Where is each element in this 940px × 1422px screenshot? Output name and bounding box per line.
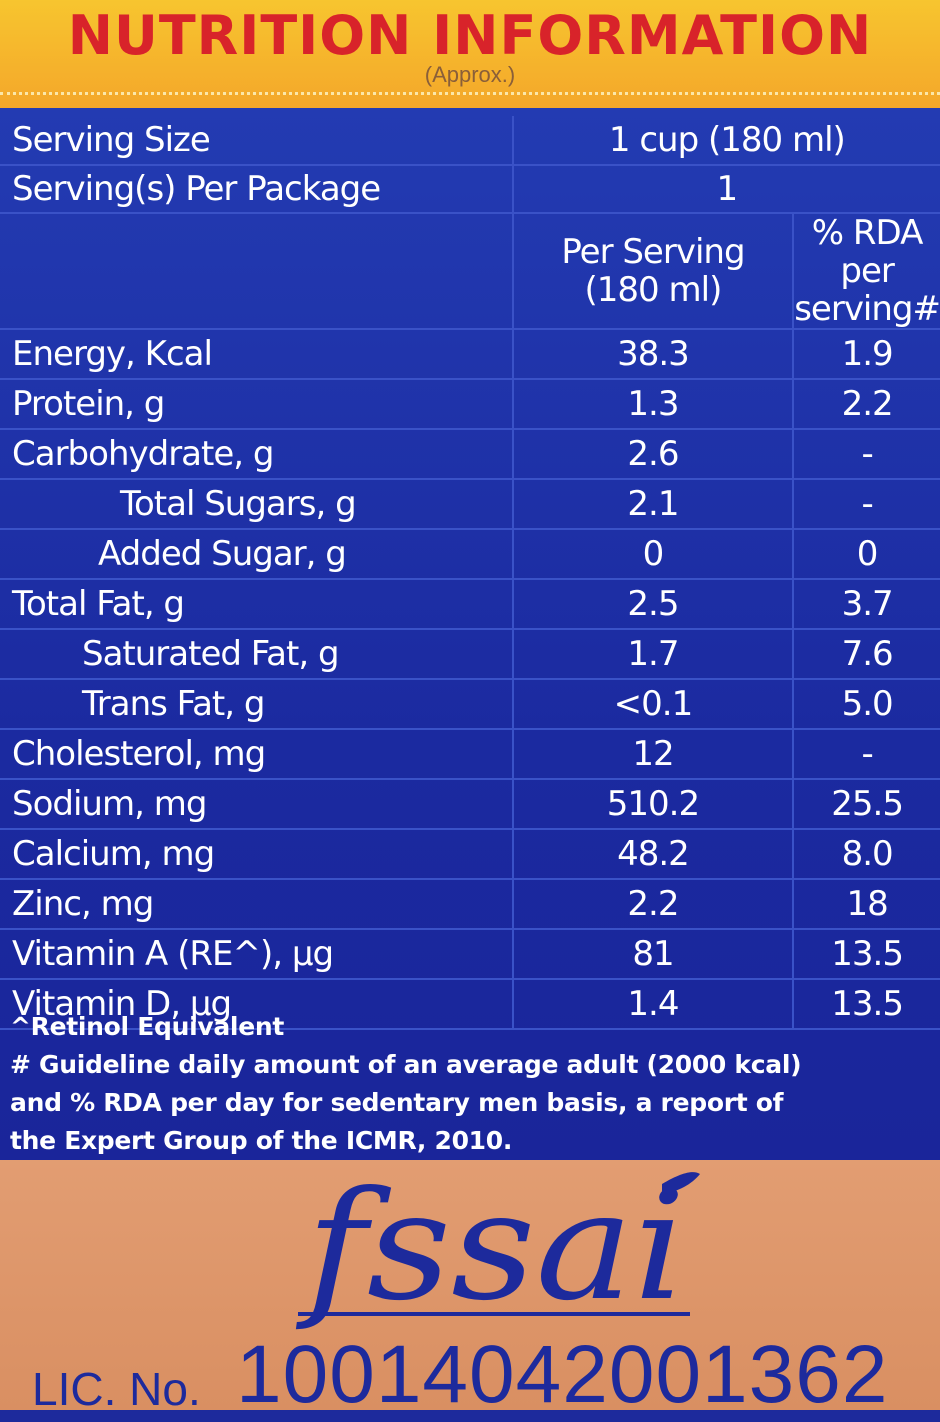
empty-header-cell <box>0 213 514 330</box>
per-serving-value: 0 <box>512 529 795 580</box>
table-row: Serving Size 1 cup (180 ml) <box>0 116 940 166</box>
leaf-icon <box>662 1172 700 1194</box>
rda-value: 7.6 <box>793 629 940 680</box>
rda-value: 13.5 <box>793 929 940 980</box>
rda-value: 3.7 <box>793 579 940 630</box>
footnote-retinol: ^Retinol Equivalent <box>10 1012 284 1041</box>
table-row: Protein, g 1.3 2.2 <box>0 379 940 430</box>
serving-size-value: 1 cup (180 ml) <box>512 116 940 166</box>
per-serving-value: 2.6 <box>512 429 795 480</box>
license-label: LIC. No. <box>32 1363 201 1415</box>
per-serving-value: 12 <box>512 729 795 780</box>
nutrient-name: Sodium, mg <box>0 779 514 830</box>
dotted-divider <box>0 92 940 95</box>
rda-value: 0 <box>793 529 940 580</box>
table-row: Trans Fat, g <0.1 5.0 <box>0 679 940 730</box>
rda-value: 5.0 <box>793 679 940 730</box>
rda-header-line2: serving# <box>794 289 940 329</box>
rda-header: % RDA per serving# <box>793 213 940 330</box>
rda-value: 25.5 <box>793 779 940 830</box>
table-row: Saturated Fat, g 1.7 7.6 <box>0 629 940 680</box>
per-serving-header-line1: Per Serving <box>561 232 745 272</box>
nutrient-name: Cholesterol, mg <box>0 729 514 780</box>
per-serving-value: 48.2 <box>512 829 795 880</box>
per-serving-value: 1.7 <box>512 629 795 680</box>
footnotes: ^Retinol Equivalent # Guideline daily am… <box>10 1008 930 1160</box>
servings-per-package-value: 1 <box>512 165 940 214</box>
per-serving-value: 510.2 <box>512 779 795 830</box>
rda-value: 18 <box>793 879 940 930</box>
per-serving-value: 1.4 <box>512 979 795 1030</box>
nutrient-name: Zinc, mg <box>0 879 514 930</box>
table-row: Serving(s) Per Package 1 <box>0 165 940 214</box>
nutrient-name: Total Fat, g <box>0 579 514 630</box>
page-subtitle: (Approx.) <box>424 62 516 87</box>
nutrient-name: Carbohydrate, g <box>0 429 514 480</box>
page-title: NUTRITION INFORMATION <box>67 4 873 67</box>
rda-value: - <box>793 729 940 780</box>
rda-value: 13.5 <box>793 979 940 1030</box>
per-serving-header-line2: (180 ml) <box>584 270 723 310</box>
table-row: Vitamin A (RE^), µg 81 13.5 <box>0 929 940 980</box>
per-serving-value: <0.1 <box>512 679 795 730</box>
nutrient-name: Trans Fat, g <box>0 679 514 730</box>
rda-value: 1.9 <box>793 329 940 380</box>
column-header-row: Per Serving (180 ml) % RDA per serving# <box>0 213 940 330</box>
table-row: Cholesterol, mg 12 - <box>0 729 940 780</box>
nutrient-name: Calcium, mg <box>0 829 514 880</box>
table-row: Total Fat, g 2.5 3.7 <box>0 579 940 630</box>
footnote-guideline-2: and % RDA per day for sedentary men basi… <box>10 1088 784 1117</box>
nutrient-name: Added Sugar, g <box>0 529 514 580</box>
nutrient-name: Total Sugars, g <box>0 479 514 530</box>
table-row: Calcium, mg 48.2 8.0 <box>0 829 940 880</box>
license-number: 10014042001362 <box>236 1329 889 1420</box>
table-row: Energy, Kcal 38.3 1.9 <box>0 329 940 380</box>
per-serving-header: Per Serving (180 ml) <box>512 213 795 330</box>
per-serving-value: 81 <box>512 929 795 980</box>
footer-band: fssai LIC. No. 10014042001362 <box>0 1160 940 1420</box>
rda-value: - <box>793 479 940 530</box>
nutrition-table: Serving Size 1 cup (180 ml) Serving(s) P… <box>0 116 940 1030</box>
per-serving-value: 38.3 <box>512 329 795 380</box>
per-serving-value: 2.5 <box>512 579 795 630</box>
nutrient-name: Energy, Kcal <box>0 329 514 380</box>
nutrition-panel: Serving Size 1 cup (180 ml) Serving(s) P… <box>0 108 940 1160</box>
table-row: Vitamin D, µg 1.4 13.5 <box>0 979 940 1030</box>
footnote-guideline-1: # Guideline daily amount of an average a… <box>10 1050 802 1079</box>
table-row: Zinc, mg 2.2 18 <box>0 879 940 930</box>
header-banner: NUTRITION INFORMATION (Approx.) <box>0 0 940 108</box>
servings-per-package-label: Serving(s) Per Package <box>0 165 514 214</box>
rda-value: 8.0 <box>793 829 940 880</box>
fssai-logo: fssai <box>295 1170 700 1330</box>
table-row: Added Sugar, g 0 0 <box>0 529 940 580</box>
rda-header-line1: % RDA per <box>811 213 924 291</box>
per-serving-value: 1.3 <box>512 379 795 430</box>
per-serving-value: 2.1 <box>512 479 795 530</box>
footnote-guideline-3: the Expert Group of the ICMR, 2010. <box>10 1126 513 1155</box>
rda-value: - <box>793 429 940 480</box>
nutrient-name: Vitamin D, µg <box>0 979 514 1030</box>
per-serving-value: 2.2 <box>512 879 795 930</box>
nutrient-name: Saturated Fat, g <box>0 629 514 680</box>
nutrient-name: Protein, g <box>0 379 514 430</box>
rda-value: 2.2 <box>793 379 940 430</box>
table-row: Total Sugars, g 2.1 - <box>0 479 940 530</box>
table-row: Carbohydrate, g 2.6 - <box>0 429 940 480</box>
svg-text:fssai: fssai <box>295 1170 686 1330</box>
nutrient-name: Vitamin A (RE^), µg <box>0 929 514 980</box>
table-row: Sodium, mg 510.2 25.5 <box>0 779 940 830</box>
serving-size-label: Serving Size <box>0 116 514 166</box>
